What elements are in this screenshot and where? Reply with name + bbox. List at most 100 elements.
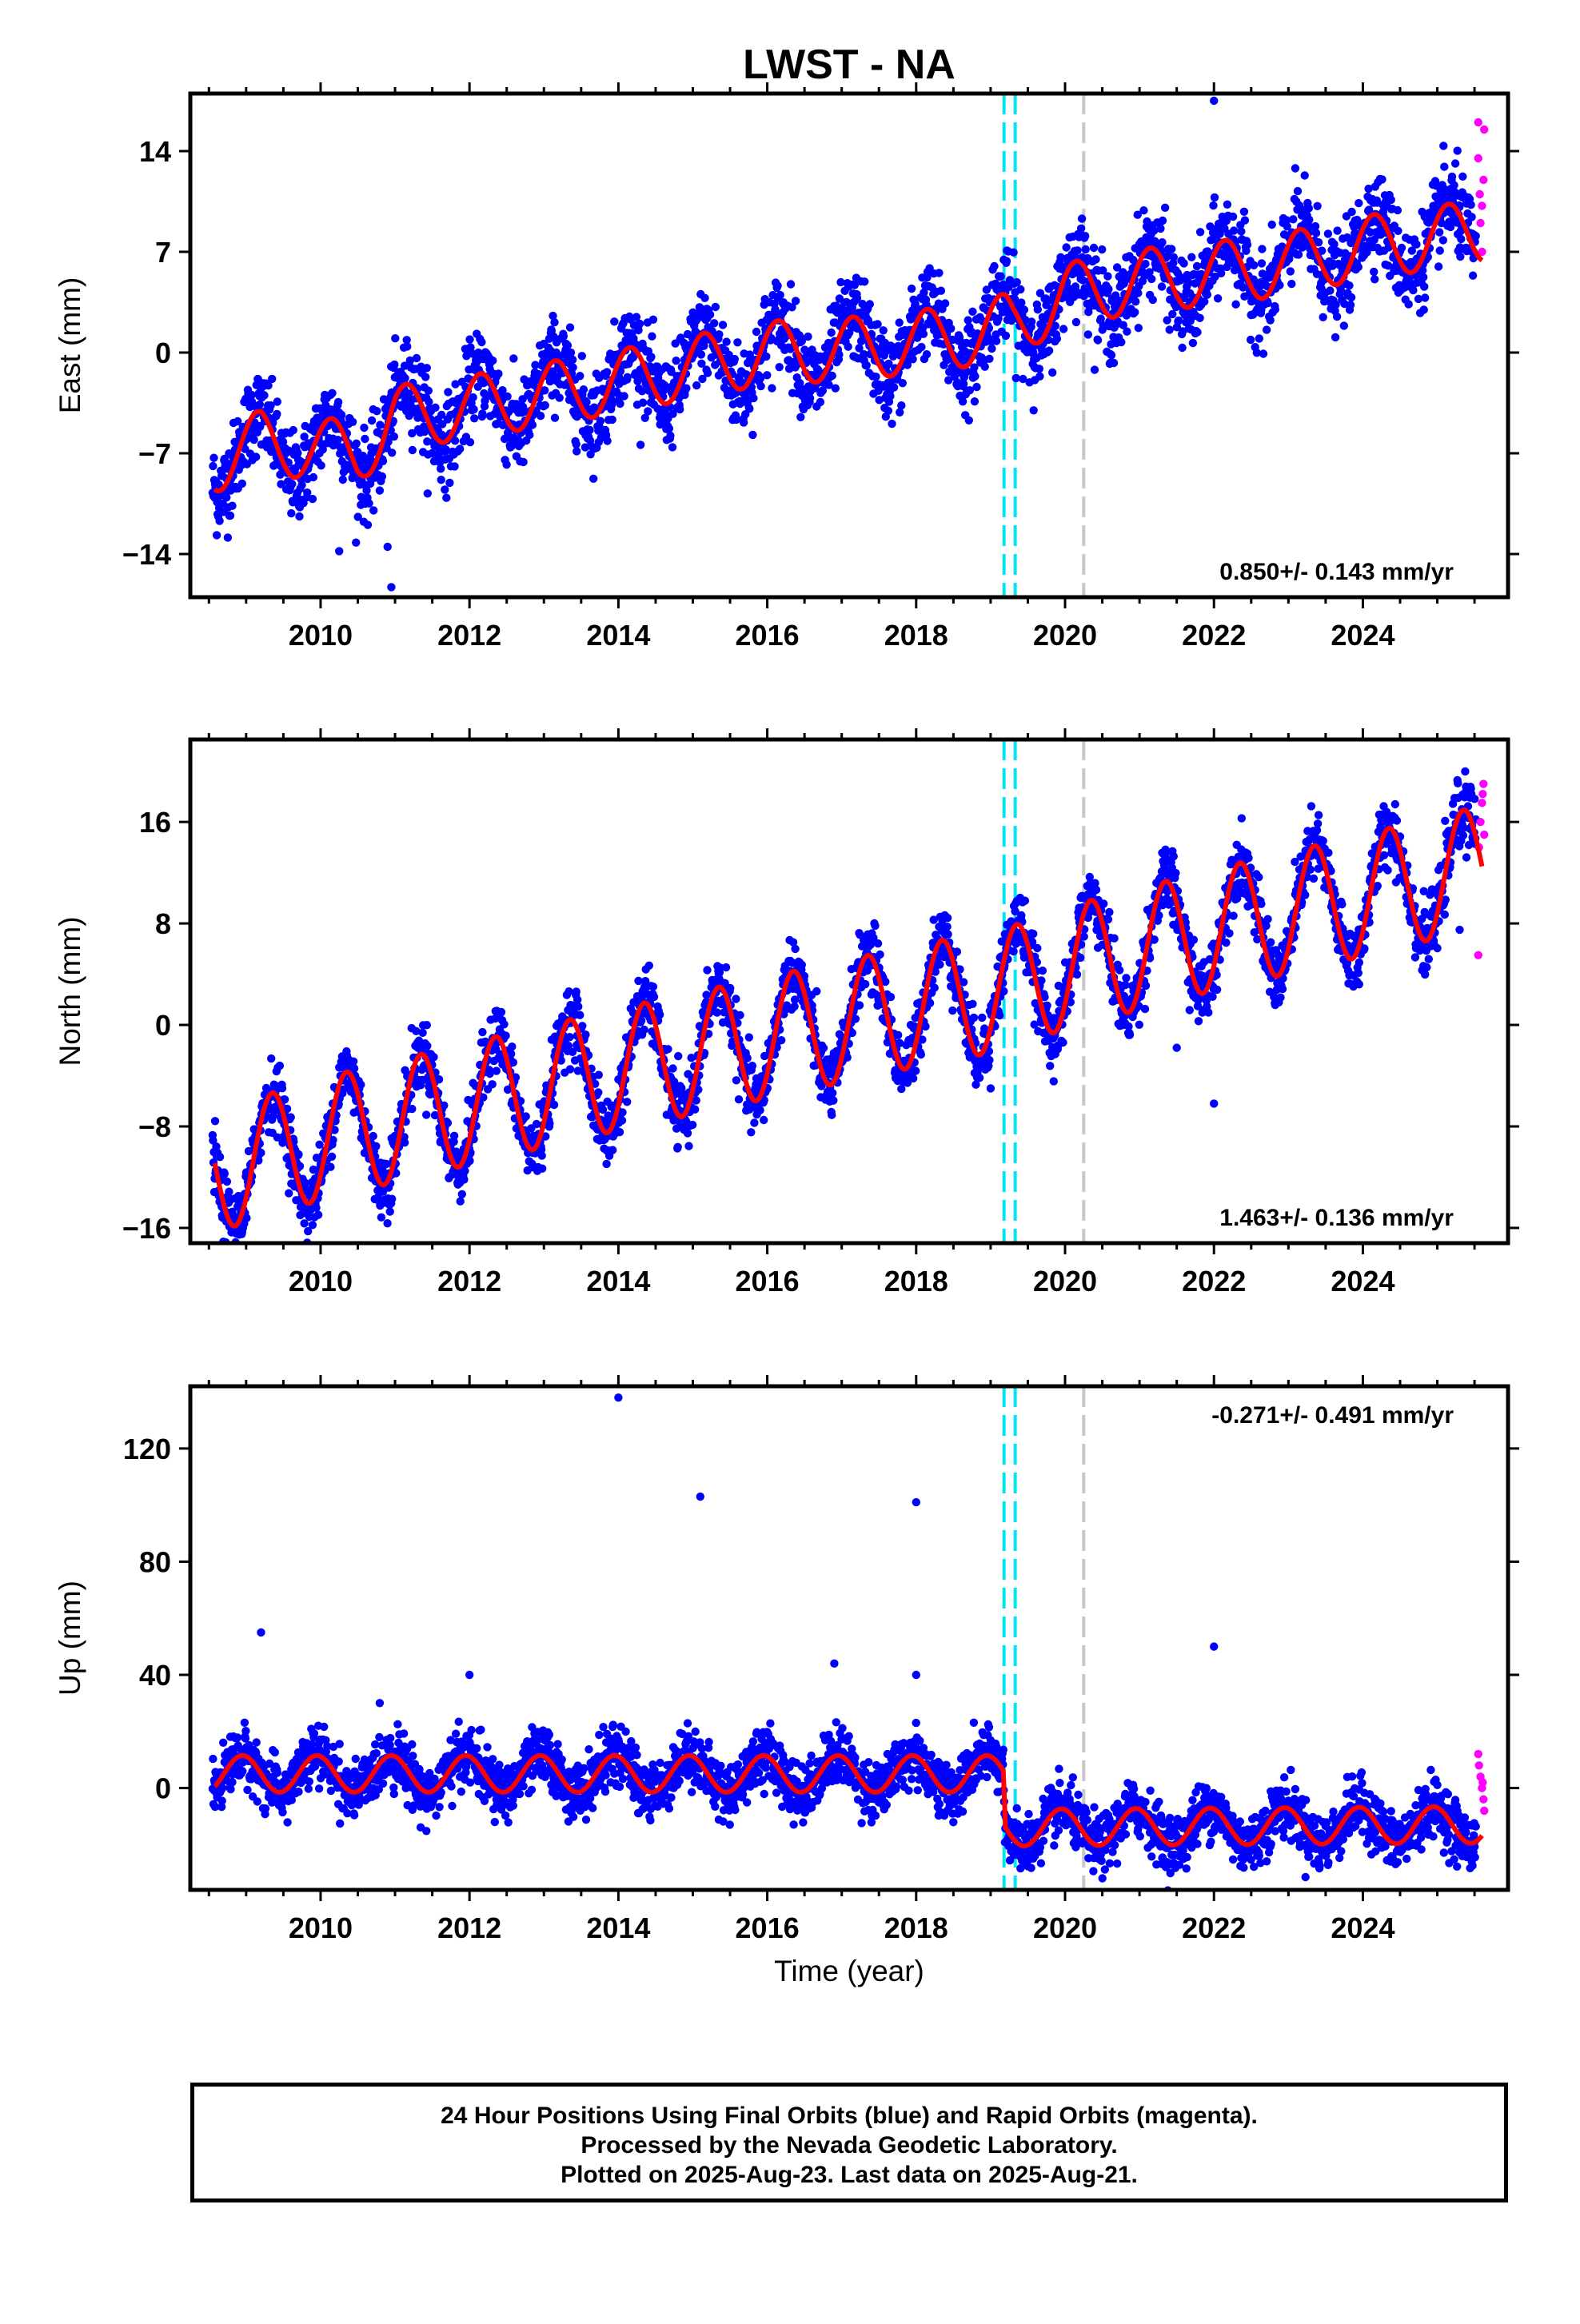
data-point (899, 379, 907, 387)
data-point (860, 277, 868, 285)
data-point (1258, 259, 1266, 267)
data-point (832, 385, 840, 393)
data-point (852, 1015, 860, 1022)
data-point (1084, 330, 1092, 338)
data-point (926, 999, 934, 1007)
data-point (560, 333, 568, 341)
data-point (920, 330, 928, 338)
data-point (972, 383, 980, 391)
data-point (990, 262, 998, 270)
data-point (494, 369, 502, 377)
data-point (1178, 344, 1186, 352)
y-tick-label: 14 (139, 135, 171, 168)
data-point (450, 462, 458, 470)
final-orbit-series (209, 97, 1480, 592)
data-point (1020, 305, 1028, 313)
data-point (752, 328, 760, 336)
data-point (334, 398, 342, 406)
data-point (1347, 208, 1355, 216)
data-point (1319, 313, 1327, 321)
data-point (1094, 336, 1102, 344)
data-point (712, 303, 720, 311)
x-tick-label: 2012 (437, 619, 501, 652)
data-point (676, 405, 684, 413)
data-point (618, 1116, 626, 1124)
data-point (353, 440, 361, 448)
data-point (873, 320, 881, 328)
data-point (648, 333, 656, 341)
data-point (1073, 246, 1081, 254)
data-point (576, 1011, 584, 1019)
data-point (936, 960, 944, 968)
data-point (309, 495, 317, 503)
data-point (1421, 293, 1429, 301)
data-point (1103, 272, 1111, 280)
data-point (312, 1204, 320, 1212)
data-point (1466, 201, 1474, 209)
data-point (352, 539, 360, 547)
data-point (1394, 227, 1402, 235)
data-point (777, 1036, 785, 1044)
data-point (1003, 257, 1011, 265)
data-point (762, 353, 770, 361)
data-point (509, 354, 517, 362)
data-point (1013, 278, 1021, 286)
data-point (1243, 241, 1251, 249)
data-point (537, 412, 545, 420)
data-point (1458, 173, 1466, 181)
data-point (888, 420, 896, 428)
data-point (1179, 259, 1187, 267)
data-point (1405, 300, 1413, 308)
data-point (923, 350, 931, 358)
data-point (1305, 216, 1313, 224)
data-point (551, 414, 559, 422)
data-point (1398, 244, 1406, 252)
data-point (603, 368, 611, 376)
data-point (564, 341, 572, 349)
data-point (379, 457, 387, 465)
data-point (1077, 225, 1085, 233)
data-point (650, 993, 658, 1001)
x-tick-label: 2018 (884, 619, 948, 652)
data-point (1166, 325, 1174, 333)
data-point (525, 431, 533, 439)
data-point (1158, 282, 1166, 290)
data-point (947, 325, 955, 333)
data-point (992, 337, 1000, 345)
data-point (649, 316, 657, 324)
data-point (489, 357, 497, 365)
data-point (828, 1089, 836, 1097)
data-point (309, 1221, 317, 1229)
data-point (1295, 250, 1303, 258)
data-point (1439, 236, 1447, 244)
data-point (1450, 181, 1458, 189)
data-point (1098, 245, 1106, 253)
data-point (1211, 193, 1219, 201)
data-point (828, 329, 836, 337)
data-point (1229, 213, 1237, 221)
data-point (787, 280, 795, 288)
data-point (489, 1080, 497, 1088)
data-point (959, 397, 967, 405)
data-point (1139, 206, 1147, 214)
data-point (303, 488, 311, 496)
data-point (369, 1132, 377, 1140)
data-point (997, 273, 1005, 281)
data-point (776, 291, 784, 299)
data-point (1240, 208, 1248, 216)
data-point (1333, 313, 1341, 321)
data-point (1247, 336, 1255, 344)
data-point (349, 418, 357, 426)
data-point (1231, 301, 1239, 309)
data-point (431, 404, 439, 412)
data-point (1440, 162, 1448, 170)
data-point (792, 297, 800, 305)
data-point (768, 384, 776, 392)
data-point (1030, 406, 1038, 414)
data-point (1345, 281, 1353, 289)
data-point (257, 1149, 265, 1157)
data-point (736, 1011, 744, 1019)
data-point (478, 1028, 486, 1036)
data-point (1149, 296, 1157, 304)
